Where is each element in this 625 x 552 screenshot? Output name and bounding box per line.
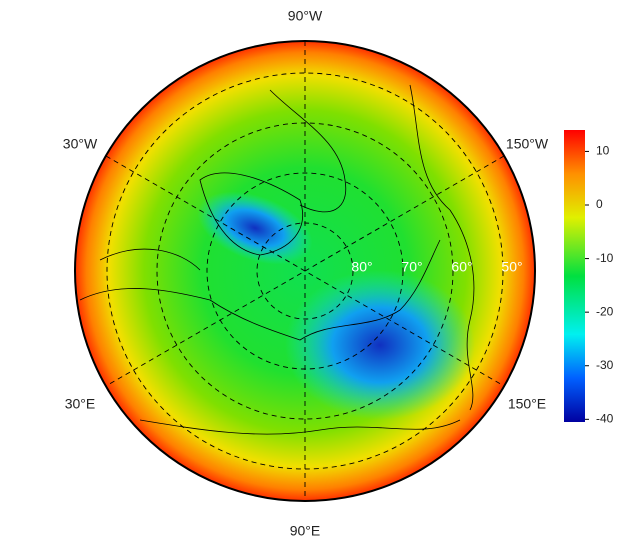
lat-label: 80° [351, 259, 372, 275]
lat-label: 50° [501, 259, 522, 275]
coastlines [79, 84, 475, 435]
colorbar-tick-label: -20 [596, 304, 614, 318]
lat-labels: 80° 70° 60° 50° [351, 259, 522, 275]
colorbar-ramp [564, 130, 585, 422]
temperature-field [75, 41, 535, 501]
lon-label: 90°W [288, 8, 323, 24]
lon-label: 30°E [65, 396, 96, 412]
colorbar-tick-label: -40 [596, 411, 614, 425]
colorbar-tick-label: -10 [596, 251, 614, 265]
lon-label: 90°E [290, 523, 321, 539]
colorbar-tick-label: 0 [596, 197, 603, 211]
colorbar-tick-label: 10 [596, 144, 610, 158]
colorbar-tick-label: -30 [596, 358, 614, 372]
lon-label: 150°W [506, 136, 549, 152]
lat-label: 70° [401, 259, 422, 275]
lon-label: 30°W [63, 136, 98, 152]
lon-label: 150°E [508, 396, 546, 412]
lat-label: 60° [451, 259, 472, 275]
map-border [74, 40, 536, 502]
graticule [105, 41, 505, 501]
colorbar: 10 0 -10 -20 -30 -40 [564, 130, 614, 425]
